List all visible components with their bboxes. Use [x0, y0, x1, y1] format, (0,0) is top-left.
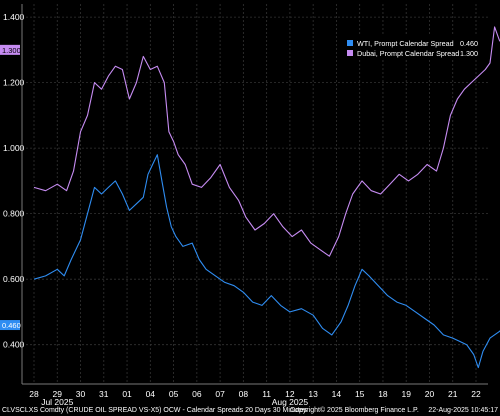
legend-label-wti: WTI, Prompt Calendar Spread	[357, 39, 454, 48]
x-tick-label: 12	[285, 389, 295, 399]
x-tick-label: 13	[308, 389, 318, 399]
footer-copyright: Copyright© 2025 Bloomberg Finance L.P.	[290, 406, 419, 414]
y-axis: 0.400 0.600 0.800 1.000 1.200 1.400	[3, 4, 25, 384]
last-value-tags: 0.460 1.300	[0, 44, 21, 331]
y-tick-label: 0.400	[3, 340, 25, 350]
x-tick-label: 29	[53, 389, 63, 399]
y-tick-label: 0.800	[3, 209, 25, 219]
y-tick-label: 0.600	[3, 274, 25, 284]
x-tick-label: 21	[448, 389, 458, 399]
legend-swatch-dubai	[347, 50, 353, 56]
x-tick-label: 19	[401, 389, 411, 399]
legend-swatch-wti	[347, 40, 353, 46]
x-period-label: Aug 2025	[272, 397, 309, 407]
x-tick-label: 20	[425, 389, 435, 399]
y-tick-label: 1.000	[3, 143, 25, 153]
x-tick-label: 30	[76, 389, 86, 399]
series-line-dubai	[33, 26, 500, 257]
legend-label-dubai: Dubai, Prompt Calendar Spread	[357, 49, 459, 58]
legend-value-dubai: 1.300	[460, 49, 478, 58]
x-period-label: Jul 2025	[41, 397, 73, 407]
x-tick-label: 04	[146, 389, 156, 399]
footer-timestamp: 22-Aug-2025 10:45:17	[428, 407, 498, 414]
x-tick-label: 14	[332, 389, 342, 399]
x-tick-label: 22	[471, 389, 481, 399]
grid-layer	[22, 4, 488, 384]
x-tick-label: 05	[169, 389, 179, 399]
series-layer	[33, 26, 500, 369]
x-tick-label: 01	[122, 389, 132, 399]
x-tick-label: 15	[355, 389, 365, 399]
last-value-tag-text: 0.460	[2, 321, 21, 330]
x-tick-label: 28	[29, 389, 39, 399]
footer-source: CLVSCLXS Comdty (CRUDE OIL SPREAD VS-X5)…	[2, 407, 307, 414]
y-tick-label: 1.200	[3, 78, 25, 88]
last-value-tag-text: 1.300	[2, 46, 21, 55]
x-tick-label: 08	[239, 389, 249, 399]
x-tick-label: 11	[262, 389, 271, 399]
series-line-wti	[33, 154, 500, 369]
x-tick-label: 06	[192, 389, 202, 399]
legend: WTI, Prompt Calendar Spread 0.460 Dubai,…	[343, 36, 483, 60]
legend-value-wti: 0.460	[460, 39, 478, 48]
x-tick-label: 31	[99, 389, 109, 399]
x-tick-label: 18	[378, 389, 388, 399]
x-axis: 28 29 30 31 01 04 05 06 07 08 11 12 13 14 15 18 19 20 21 22…	[22, 383, 488, 407]
legend-box	[343, 36, 483, 60]
y-tick-label: 1.400	[3, 12, 25, 22]
last-value-tag-wti	[0, 320, 20, 331]
x-tick-label: 07	[215, 389, 225, 399]
last-value-tag-dubai	[0, 44, 20, 55]
